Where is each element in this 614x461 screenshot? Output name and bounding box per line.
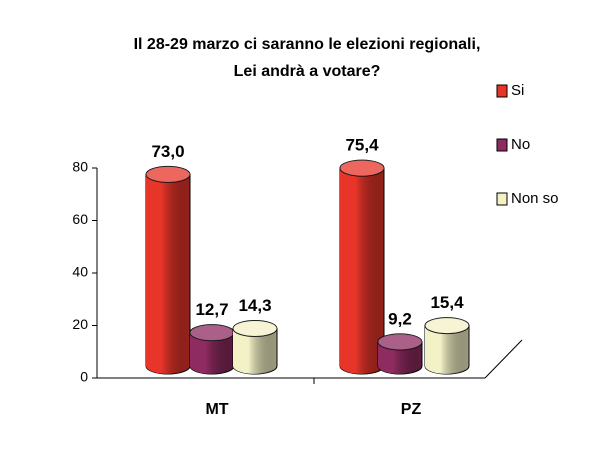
bar-shade (146, 174, 190, 374)
value-label: 12,7 (195, 300, 228, 319)
bar-top (339, 159, 385, 177)
bar-top-light (340, 160, 384, 177)
bar-top-light (146, 166, 190, 183)
chart-title: Il 28-29 marzo ci saranno le elezioni re… (134, 36, 481, 53)
y-tick-label: 60 (72, 211, 88, 227)
bar-top (377, 333, 423, 351)
legend-label: Non so (511, 190, 559, 207)
y-tick-label: 0 (80, 369, 88, 385)
value-label: 15,4 (430, 293, 464, 312)
legend-label: Si (511, 82, 524, 99)
bar-top (145, 165, 191, 183)
legend-label: No (511, 136, 530, 153)
bar-shade (233, 328, 277, 374)
legend-swatch (496, 138, 508, 152)
legend-swatch (496, 192, 508, 206)
bar-shade (378, 341, 422, 374)
legend-swatch (496, 84, 508, 98)
bar-top-light (190, 324, 234, 341)
value-label: 9,2 (388, 309, 412, 328)
chart-title: Lei andrà a votare? (234, 63, 381, 80)
value-label: 14,3 (238, 296, 271, 315)
floor-side (484, 339, 523, 379)
x-tick-label: PZ (401, 401, 422, 418)
bar-shade (425, 325, 469, 374)
bar-top (232, 319, 278, 337)
y-tick-label: 40 (72, 264, 88, 280)
bar-shade (190, 332, 234, 374)
bar-top-light (425, 317, 469, 334)
bar-shade (340, 168, 384, 374)
bar-top (424, 317, 470, 335)
bar-top-light (378, 333, 422, 350)
y-tick-label: 20 (72, 316, 88, 332)
y-tick-label: 80 (72, 159, 88, 175)
bar-top-light (233, 320, 277, 337)
value-label: 73,0 (151, 142, 184, 161)
value-label: 75,4 (345, 136, 379, 155)
x-tick-label: MT (205, 401, 228, 418)
